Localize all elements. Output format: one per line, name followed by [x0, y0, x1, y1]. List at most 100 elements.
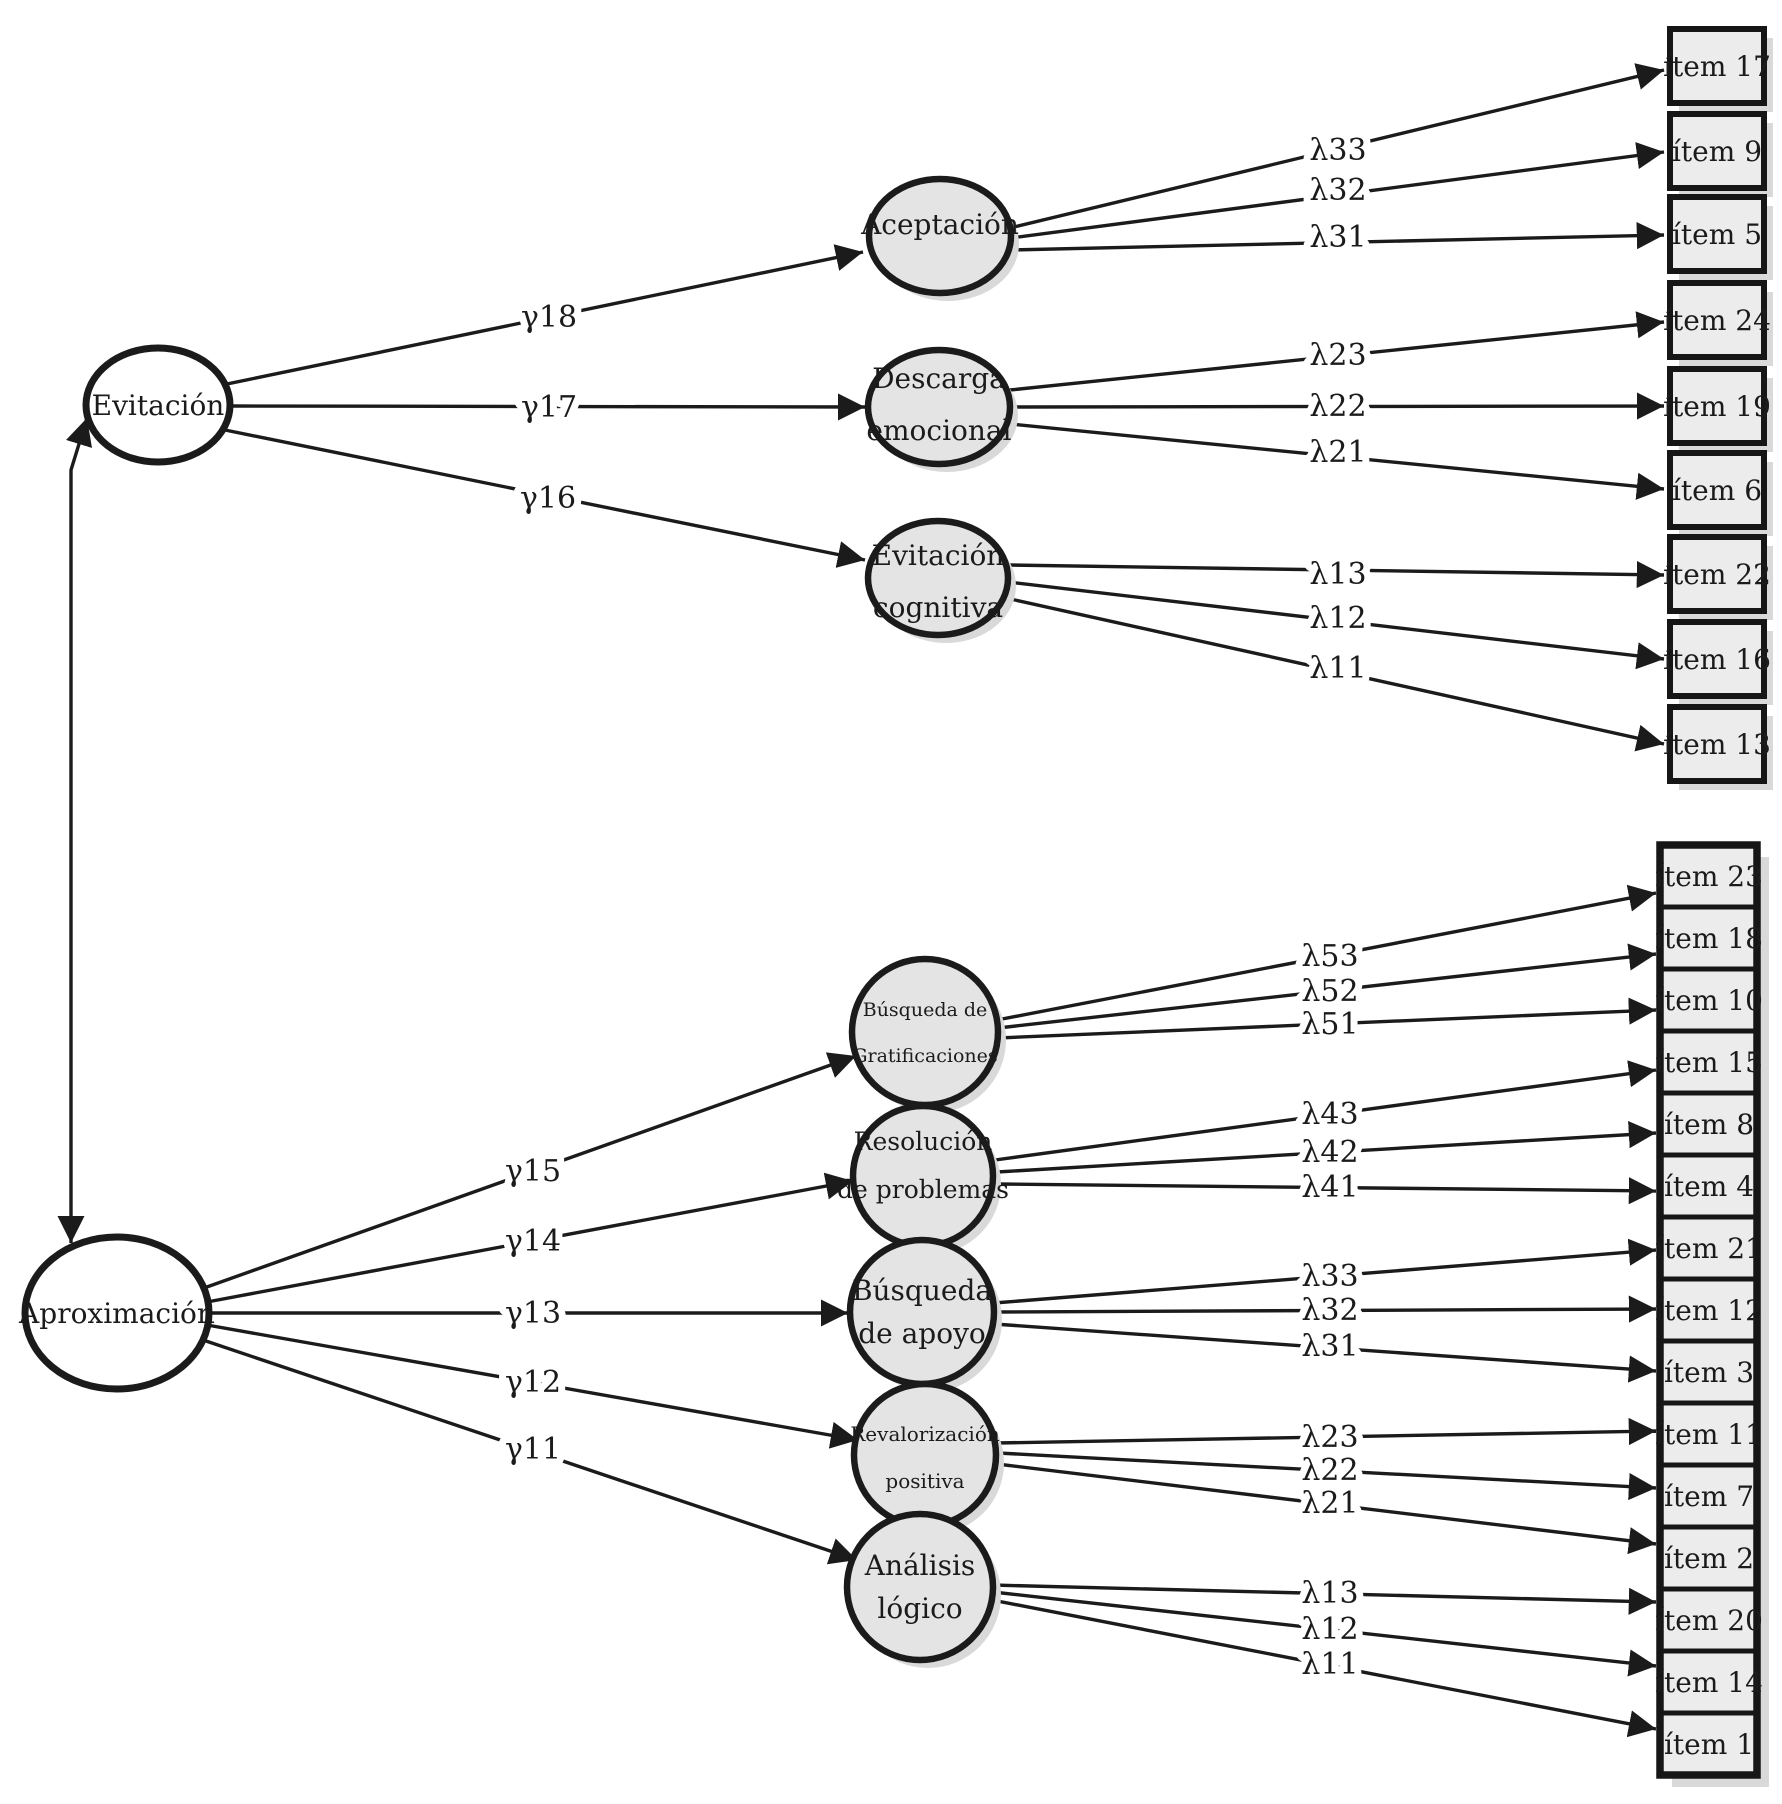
factor-label-line2: de problemas	[837, 1175, 1009, 1204]
factor-label: Aceptación	[860, 208, 1019, 241]
item-label: ítem 24	[1663, 304, 1771, 337]
item-box	[1667, 619, 1767, 699]
lambda-labels-avoidance: λ33 λ32 λ31 λ23 λ22 λ21 λ13 λ12 λ11	[1302, 126, 1373, 693]
latent-evitacion: Evitación	[82, 344, 234, 466]
item-label: ítem 9	[1672, 135, 1762, 168]
gamma16-arrow	[224, 428, 866, 568]
item-label: ítem 6	[1672, 474, 1762, 507]
lambda31-arrow-avoid	[1010, 222, 1665, 252]
item-label: ítem 5	[1672, 218, 1762, 251]
lambda-label: λ21	[1309, 435, 1366, 470]
lambda-labels-approach: λ53 λ52 λ51 λ43 λ42 λ41 λ33 λ32 λ31 λ23 …	[1294, 932, 1365, 1689]
covariance-arrow-evitacion-aproximacion	[57, 417, 92, 1243]
factor-circle	[850, 1380, 1000, 1530]
item-box	[1667, 194, 1767, 274]
factor-label-line2: de apoyo	[858, 1317, 986, 1350]
lambda11-arrow-appr	[991, 1598, 1657, 1738]
item-label: ítem 1	[1664, 1728, 1754, 1761]
gamma17-arrow	[231, 393, 866, 421]
factor-ellipse	[865, 175, 1015, 297]
lambda33-arrow-avoid	[1009, 63, 1665, 230]
lambda-label: λ11	[1301, 1647, 1358, 1682]
item-label: ítem 2	[1664, 1542, 1754, 1575]
lambda22-arrow-avoid	[1010, 392, 1665, 420]
lambda-label: λ31	[1301, 1329, 1358, 1364]
lambda43-arrow-appr	[994, 1060, 1657, 1162]
lambda-label: λ42	[1301, 1135, 1358, 1170]
gamma-labels: γ18 γ17 γ16 γ15 γ14 γ13 γ12 γ11	[498, 293, 584, 1474]
factor-busqueda-gratificaciones: Búsqueda de Gratificaciones	[848, 955, 1006, 1113]
item-label: ítem 15	[1655, 1046, 1763, 1079]
lambda-label: λ33	[1309, 133, 1366, 168]
lambda-label: λ23	[1309, 338, 1366, 373]
item-label: ítem 4	[1664, 1170, 1754, 1203]
lambda-label: λ33	[1301, 1259, 1358, 1294]
item-label: ítem 3	[1664, 1356, 1754, 1389]
factor-label-line1: Análisis	[864, 1549, 976, 1582]
lambda-label: λ23	[1301, 1420, 1358, 1455]
lambda13-arrow-appr	[991, 1583, 1657, 1615]
approach-item-stack: ítem 23 ítem 18 ítem 10 ítem 15 ítem 8 í…	[1655, 841, 1769, 1787]
item-label: ítem 11	[1655, 1418, 1763, 1451]
lambda-label: λ32	[1301, 1293, 1358, 1328]
path-arrows	[57, 63, 1665, 1738]
item-box	[1657, 1276, 1760, 1344]
avoidance-item-boxes: ítem 17 ítem 9 ítem 5 ítem 24 ítem 19 ít…	[1663, 26, 1773, 790]
factor-label-line1: Revalorización	[850, 1422, 1000, 1446]
lambda-label: λ41	[1301, 1170, 1358, 1205]
factor-circle	[848, 955, 1002, 1109]
gamma16-label: γ16	[520, 481, 576, 516]
gamma11-label: γ11	[505, 1432, 561, 1467]
factor-resolucion-problemas: Resolución de problemas	[837, 1102, 1009, 1254]
latent-label: Aproximación	[18, 1297, 215, 1330]
lambda-label: λ13	[1309, 557, 1366, 592]
latent-label: Evitación	[92, 389, 225, 422]
lambda12-arrow-avoid	[1007, 580, 1665, 670]
gamma12-label: γ12	[505, 1365, 561, 1400]
lambda52-arrow-appr	[997, 943, 1657, 1030]
item-label: ítem 22	[1663, 558, 1771, 591]
item-label: ítem 20	[1655, 1604, 1763, 1637]
item-box	[1667, 366, 1767, 446]
lambda-label: λ12	[1309, 601, 1366, 636]
gamma12-arrow	[206, 1323, 859, 1449]
item-label: ítem 18	[1655, 922, 1763, 955]
item-label: ítem 7	[1664, 1480, 1754, 1513]
factor-evitacion-cognitiva: Evitación cognitiva	[864, 517, 1016, 643]
factor-label-line1: Descarga	[872, 362, 1006, 395]
lambda21-arrow-avoid	[1009, 422, 1665, 500]
lambda32-arrow-appr	[994, 1295, 1657, 1323]
factor-label-line2: cognitiva	[873, 591, 1003, 624]
lambda51-arrow-appr	[997, 997, 1657, 1040]
item-label: ítem 13	[1663, 728, 1771, 761]
item-label: ítem 16	[1663, 643, 1771, 676]
factor-ellipse	[864, 346, 1014, 468]
item-box	[1657, 904, 1760, 972]
item-label: ítem 10	[1655, 984, 1763, 1017]
lambda-label: λ52	[1301, 974, 1358, 1009]
lambda21-arrow-appr	[996, 1462, 1657, 1555]
factor-label-line1: Resolución	[854, 1127, 993, 1156]
gamma14-arrow	[206, 1172, 854, 1304]
lambda-label: λ32	[1309, 173, 1366, 208]
factor-descarga-emocional: Descarga emocional	[864, 346, 1018, 472]
lambda-label: λ43	[1301, 1097, 1358, 1132]
item-label: ítem 12	[1655, 1294, 1763, 1327]
gamma13-label: γ13	[505, 1296, 561, 1331]
factor-label-line1: Búsqueda	[852, 1274, 992, 1307]
item-label: ítem 21	[1655, 1232, 1763, 1265]
gamma14-label: γ14	[505, 1224, 561, 1259]
lambda-label: λ53	[1301, 939, 1358, 974]
item-box	[1657, 1524, 1760, 1592]
item-label: ítem 8	[1664, 1108, 1754, 1141]
lambda-label: λ31	[1309, 220, 1366, 255]
lambda23-arrow-appr	[996, 1417, 1657, 1446]
lambda53-arrow-appr	[996, 884, 1657, 1022]
lambda-label: λ12	[1301, 1612, 1358, 1647]
item-stack-border	[1656, 841, 1761, 1779]
factor-label-line2: Gratificaciones	[852, 1045, 997, 1067]
item-box	[1657, 1214, 1760, 1282]
lambda-label: λ21	[1301, 1486, 1358, 1521]
gamma18-label: γ18	[521, 300, 577, 335]
